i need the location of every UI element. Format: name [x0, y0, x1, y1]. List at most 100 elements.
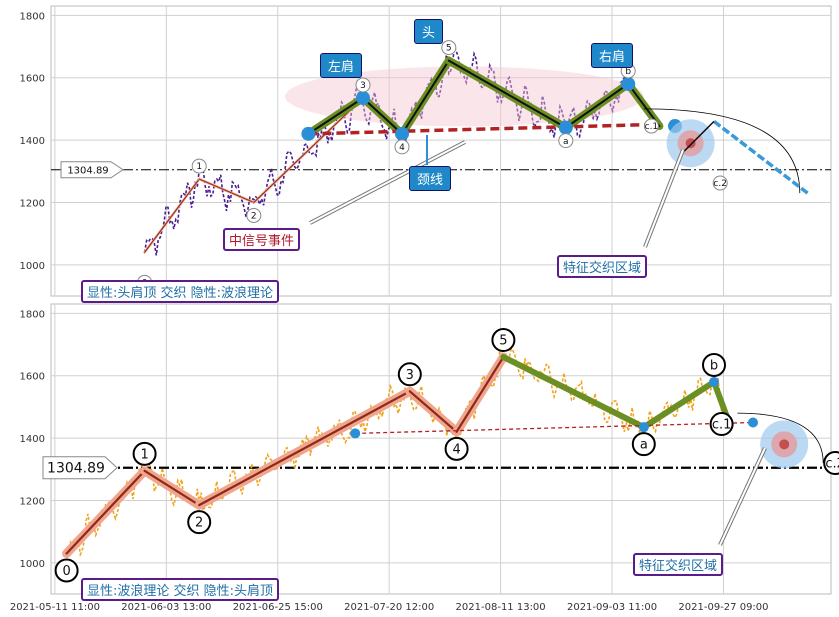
right-shoulder-tag: 右肩: [591, 43, 634, 68]
bottom-wave-impulse-line: [455, 355, 505, 433]
bottom-panel: 1000 1200 1400 1600 1800 1304.89 0 1 2 3 4 5 a b c.1 c.…: [20, 303, 839, 595]
x-tick-label: 2021-09-03 11:00: [567, 602, 657, 613]
bottom-wave-label-4: 4: [452, 442, 460, 457]
top-legend: 显性:头肩顶 交织 隐性:波浪理论: [81, 280, 280, 303]
top-pattern-dot: [395, 126, 409, 141]
top-projection-arc: [643, 108, 801, 194]
bottom-y-tick-1400: 1400: [20, 434, 45, 445]
bottom-legend: 显性:波浪理论 交织 隐性:头肩顶: [81, 578, 280, 601]
top-wave-label-4: 4: [399, 143, 405, 153]
top-wave-marker-1: [191, 158, 207, 174]
bottom-wave-label-b: b: [710, 359, 718, 374]
bottom-reference-arrow: [42, 456, 118, 480]
bottom-reference-label: 1304.89: [47, 461, 105, 477]
top-reference-label: 1304.89: [67, 166, 108, 177]
top-pattern-dot: [301, 126, 316, 141]
top-wave-label-2: 2: [251, 212, 257, 222]
top-wave-label-c.2: c.2: [713, 179, 727, 189]
bottom-price-series: [65, 346, 723, 563]
top-zone-core: [685, 138, 696, 149]
top-wave-label-a: a: [563, 137, 569, 147]
top-reference-arrow: [60, 161, 124, 179]
top-pattern-dot: [558, 120, 573, 135]
bottom-wave-label-3: 3: [406, 368, 414, 383]
top-wave-marker-3: [355, 77, 371, 93]
top-y-tick-1600: 1600: [20, 74, 45, 85]
bottom-wave-label-1: 1: [140, 447, 148, 462]
top-wave-impulse-line: [144, 178, 200, 253]
bottom-pattern-dot: [638, 422, 649, 433]
bottom-y-tick-1800: 1800: [20, 309, 45, 320]
top-wave-impulse-line: [198, 178, 255, 203]
top-wave-label-c.1: c.1: [645, 122, 659, 132]
bottom-y-tick-1000: 1000: [20, 559, 45, 570]
top-y-tick-1400: 1400: [20, 136, 45, 147]
top-wave-marker-2: [246, 207, 262, 223]
top-zone-arrow: [644, 149, 684, 248]
top-wave-marker-a: [558, 133, 574, 149]
top-pattern-core-line: [362, 96, 403, 135]
bottom-y-tick-1600: 1600: [20, 372, 45, 383]
top-price-series: [143, 44, 637, 256]
top-pattern-core-line: [307, 96, 364, 135]
top-pattern-core-line: [627, 82, 661, 128]
bottom-wave-marker-c.1: [709, 412, 734, 437]
bottom-pattern-dot: [350, 428, 361, 439]
head-tag: 头: [414, 19, 444, 44]
bottom-wave-marker-4: [444, 436, 469, 461]
bottom-wave-marker-c.2: [823, 451, 839, 476]
bottom-wave-impulse-line: [408, 390, 458, 433]
top-wave-marker-4: [394, 139, 410, 155]
bottom-wave-marker-a: [631, 432, 656, 457]
bottom-wave-label-a: a: [640, 438, 648, 453]
neckline-tag: 颈线: [409, 166, 452, 191]
top-y-tick-1000: 1000: [20, 261, 45, 272]
top-zone-label: 特征交织区域: [557, 255, 648, 278]
bottom-wave-impulse-line: [65, 469, 146, 555]
bottom-pattern-green-line: [500, 354, 647, 431]
top-wave-marker-c.1: [643, 118, 659, 134]
bottom-wave-marker-1: [132, 441, 157, 466]
top-wave-marker-c.2: [712, 175, 728, 191]
bottom-wave-label-0: 0: [62, 564, 70, 579]
bottom-plot-frame: [50, 303, 832, 595]
bottom-y-tick-1200: 1200: [20, 496, 45, 507]
top-pattern-dot: [621, 76, 636, 91]
top-wave-label-3: 3: [360, 81, 366, 91]
bottom-zone-arrow: [719, 447, 766, 546]
top-projection-line: [712, 119, 809, 195]
x-tick-label: 2021-06-25 15:00: [233, 602, 323, 613]
bottom-wave-label-2: 2: [195, 516, 203, 531]
bottom-wave-label-5: 5: [499, 334, 507, 349]
top-wave-impulse-line: [253, 97, 364, 203]
top-y-tick-1200: 1200: [20, 198, 45, 209]
top-citic-arrow: [309, 141, 466, 224]
x-tick-label: 2021-08-11 13:00: [456, 602, 546, 613]
bottom-wave-marker-5: [491, 328, 516, 353]
bottom-pattern-dot: [709, 376, 719, 387]
top-pattern-core-line: [401, 59, 450, 135]
top-pattern-core-line: [564, 82, 630, 129]
bottom-wave-impulse-line: [143, 469, 201, 507]
top-plot-frame: [50, 5, 832, 297]
citic-event-label: 中信号事件: [223, 228, 301, 251]
top-projection-link: [682, 120, 715, 154]
bottom-zone-core: [779, 439, 790, 450]
x-tick-label: 2021-09-27 09:00: [678, 602, 768, 613]
top-pattern-core-line: [447, 59, 567, 129]
top-wave-marker-5: [441, 40, 457, 56]
bottom-pattern-green-line: [640, 378, 717, 431]
bottom-wave-marker-2: [187, 510, 212, 535]
top-panel: 100012001400160018001304.89012345abc.1c.…: [20, 5, 832, 297]
bottom-wave-label-c.2: c.2: [825, 457, 839, 472]
bottom-wave-label-c.1: c.1: [712, 418, 732, 433]
bottom-zone-label: 特征交织区域: [633, 553, 724, 576]
bottom-wave-marker-3: [397, 362, 422, 387]
x-tick-label: 2021-07-20 12:00: [344, 602, 434, 613]
x-tick-label: 2021-06-03 13:00: [121, 602, 211, 613]
top-neckline: [308, 122, 652, 136]
top-wave-label-5: 5: [446, 44, 452, 54]
bottom-wave-marker-0: [54, 558, 79, 583]
bottom-projection-arc: [737, 412, 824, 464]
